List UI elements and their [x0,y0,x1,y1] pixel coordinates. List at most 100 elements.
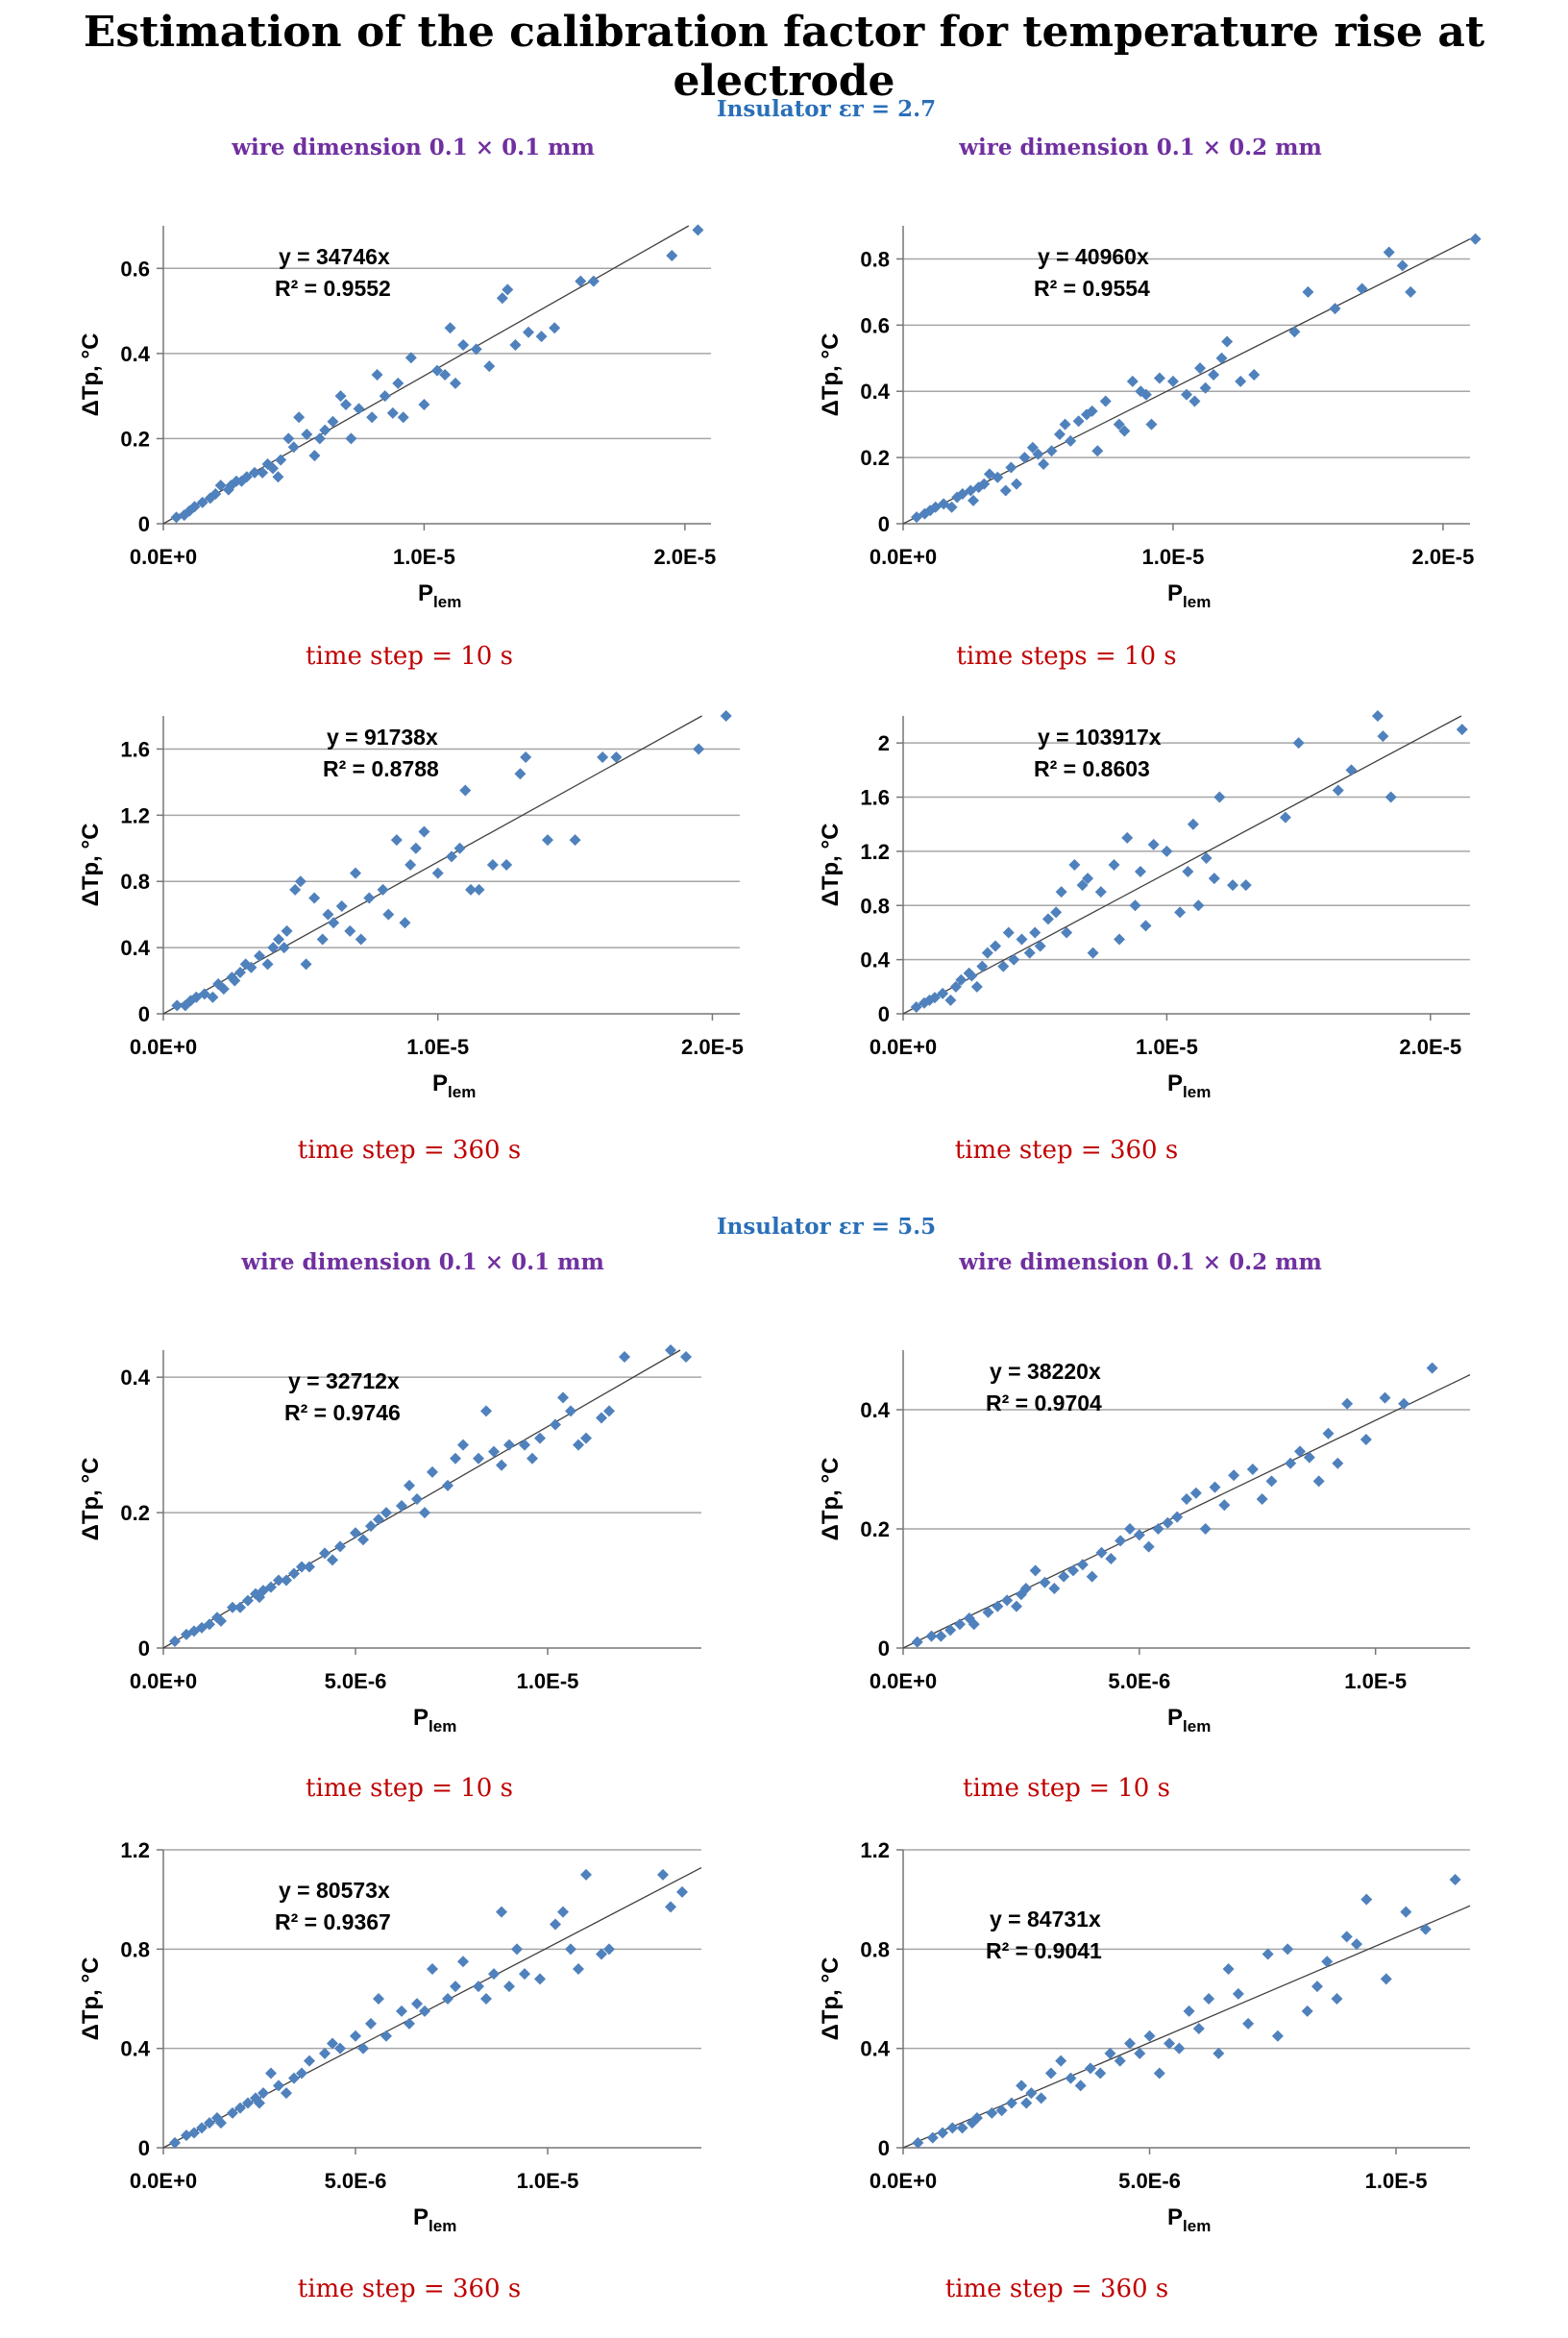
data-point [1142,1540,1155,1553]
data-point [483,360,496,373]
data-point [373,1514,384,1526]
data-point [1126,375,1139,387]
data-point [242,2097,254,2109]
y-tick-label: 0.4 [120,342,150,366]
data-point [225,480,237,492]
data-point [431,364,443,377]
r-squared-label: R² = 0.9746 [284,1400,401,1425]
page-title: Estimation of the calibration factor for… [83,8,1485,106]
data-point [1082,873,1094,885]
data-point [1331,1993,1343,2005]
data-point [380,2030,392,2042]
data-point [392,377,404,389]
caption-chart-2: time steps = 10 s [956,642,1177,671]
data-point [501,859,513,871]
data-point [181,2129,192,2142]
data-point [1303,1451,1315,1464]
data-point [234,966,246,978]
data-point [935,1630,947,1642]
data-point [527,1452,538,1464]
y-tick-label: 0.2 [860,1517,890,1541]
data-point [992,1600,1004,1612]
data-point [597,751,609,764]
y-axis-label: ΔTp, °C [78,1458,104,1541]
data-point [966,970,978,982]
x-axis-label: Plem [413,2204,456,2235]
x-tick-label: 0.0E+0 [130,2169,197,2193]
data-point [245,961,257,973]
data-point [970,2112,983,2124]
data-point [1045,445,1058,457]
x-axis-label: Plem [418,580,461,611]
trend-equation: y = 103917x [1038,725,1162,750]
data-point [573,1439,584,1451]
scatter-chart-1: 0 0.2 0.4 0.6 0.0E+0 1.0E-5 2.0E-5 Plem ΔTp, °C y… [78,224,716,611]
data-point [204,2117,215,2129]
data-point [1152,1523,1164,1535]
data-point [418,399,430,410]
data-point [976,960,989,972]
data-point [457,339,470,351]
trend-equation: y = 32712x [288,1368,400,1393]
insulator-label-1: Insulator εr = 2.7 [716,96,937,122]
data-point [480,1993,492,2005]
data-point [371,369,383,381]
data-point [1020,2097,1033,2109]
y-axis-label: ΔTp, °C [818,333,844,417]
data-point [190,991,203,1003]
data-point [1341,1397,1354,1410]
data-point [1076,879,1089,892]
data-point [928,992,941,1004]
data-point [1166,375,1179,387]
data-point [296,1561,307,1573]
data-point [404,2017,415,2030]
y-tick-label: 1.2 [860,840,890,864]
data-point [1038,458,1050,470]
r-squared-label: R² = 0.9554 [1034,276,1150,301]
data-point [503,1981,515,1993]
data-point [1400,1906,1412,1918]
data-point [596,1412,607,1424]
data-point [951,491,964,504]
data-point [1114,2055,1126,2067]
x-tick-label: 2.0E-5 [1411,545,1474,569]
data-point [972,481,985,494]
x-tick-label: 1.0E-5 [393,545,455,569]
trend-equation: y = 40960x [1038,244,1149,269]
x-tick-label: 0.0E+0 [130,545,197,569]
y-tick-label: 0.4 [860,948,890,972]
data-point [665,1901,676,1913]
data-point [357,2042,369,2055]
x-axis-label: Plem [432,1071,476,1101]
data-point [214,480,227,492]
data-point [418,825,430,838]
data-point [267,462,279,475]
data-point [1377,730,1389,743]
data-point [580,1868,592,1881]
y-axis-label: ΔTp, °C [78,333,104,417]
trend-equation: y = 34746x [279,244,390,269]
data-point [1118,425,1131,437]
data-point [693,743,705,755]
data-point [596,1948,607,1960]
data-point [1094,886,1107,898]
data-point [473,883,485,896]
x-tick-label: 0.0E+0 [870,2169,937,2193]
data-point [1199,381,1212,394]
data-point [281,2087,292,2100]
data-point [281,1574,292,1587]
data-point [304,1561,315,1573]
data-point [911,1636,923,1648]
data-point [1153,372,1165,384]
x-tick-label: 0.0E+0 [870,545,937,569]
data-point [365,1520,377,1533]
data-point [1189,1487,1202,1499]
data-point [322,908,334,921]
data-point [344,924,356,937]
data-point [431,867,444,879]
r-squared-label: R² = 0.9552 [275,276,391,301]
data-point [397,411,409,424]
data-point [204,492,216,505]
data-point [450,1452,461,1464]
data-point [1147,838,1160,850]
